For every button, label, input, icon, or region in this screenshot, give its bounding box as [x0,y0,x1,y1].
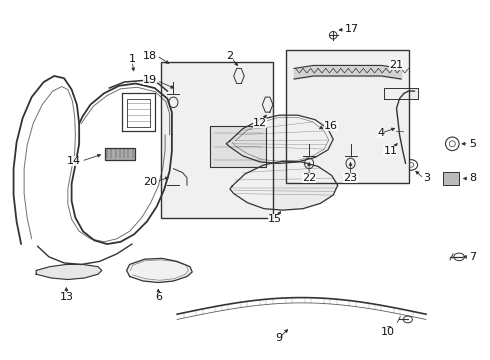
Text: 19: 19 [143,76,157,85]
Text: 2: 2 [226,51,234,60]
Polygon shape [234,68,244,84]
Polygon shape [36,265,102,279]
Polygon shape [230,161,338,210]
Polygon shape [385,88,418,99]
Text: 4: 4 [377,128,384,138]
Text: 14: 14 [67,156,81,166]
Polygon shape [226,115,333,163]
Text: 1: 1 [128,54,135,64]
Text: 13: 13 [59,292,74,302]
Text: 6: 6 [155,292,162,302]
Text: 17: 17 [345,24,359,34]
FancyBboxPatch shape [287,50,409,183]
Text: 10: 10 [381,327,394,337]
Text: 15: 15 [268,214,282,224]
Text: 12: 12 [253,118,267,129]
Text: 3: 3 [424,174,431,184]
Text: 16: 16 [324,121,338,131]
FancyBboxPatch shape [161,62,273,218]
Text: 21: 21 [389,60,403,71]
FancyBboxPatch shape [210,126,266,167]
Text: 8: 8 [469,174,476,184]
Text: 9: 9 [275,333,283,343]
FancyBboxPatch shape [442,172,459,185]
Polygon shape [126,258,192,283]
Text: 20: 20 [143,176,157,186]
Text: 11: 11 [384,147,397,156]
FancyBboxPatch shape [105,148,135,159]
Text: 22: 22 [302,174,316,184]
Text: 23: 23 [343,174,358,184]
Polygon shape [262,97,273,112]
Text: 18: 18 [143,51,157,60]
Text: 5: 5 [469,139,476,149]
Text: 7: 7 [469,252,476,262]
